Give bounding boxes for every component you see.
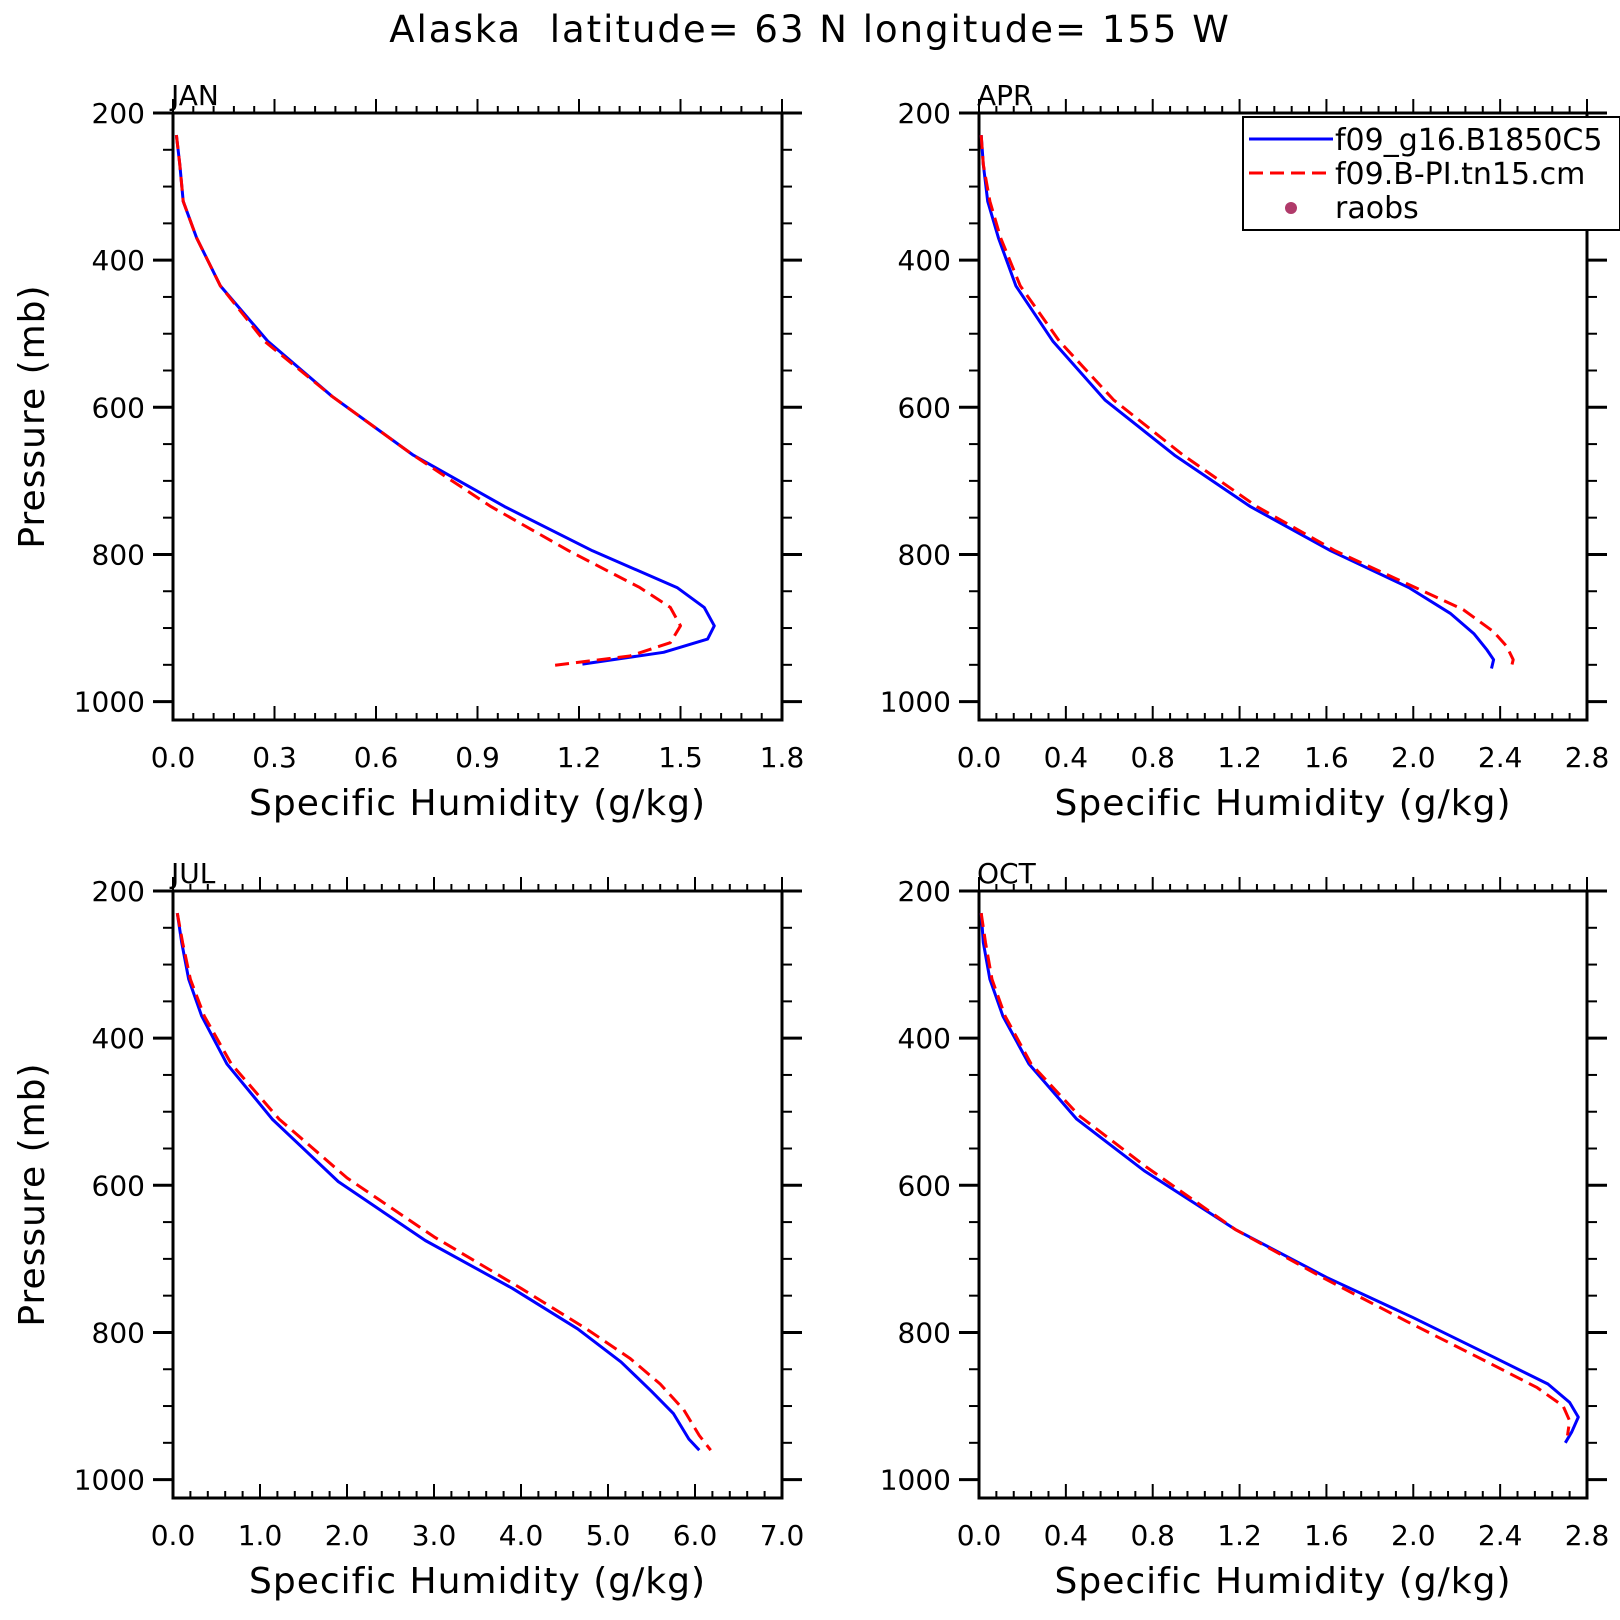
series-line-f09_g16.B1850C5: [979, 912, 1580, 1444]
legend-marker: [1285, 202, 1297, 214]
plot-frame: [171, 889, 784, 1500]
x-tick-label: 2.8: [1565, 741, 1610, 774]
legend-label: f09.B-PI.tn15.cm: [1335, 157, 1585, 192]
y-tick-label: 800: [898, 538, 951, 571]
x-tick-label: 1.6: [1304, 1519, 1349, 1552]
x-tick-label: 0.0: [151, 741, 196, 774]
y-tick-label: 1000: [74, 1464, 145, 1497]
x-tick-label: 1.2: [557, 741, 602, 774]
x-axis-label: Specific Humidity (g/kg): [249, 1561, 706, 1602]
series-line-f09.B-PI.tn15.cm: [174, 134, 682, 668]
x-tick-label: 0.4: [1044, 1519, 1089, 1552]
x-tick-label: 0.8: [1130, 1519, 1175, 1552]
y-tick-label: 200: [898, 875, 951, 908]
x-tick-label: 0.0: [957, 1519, 1002, 1552]
panel-title: APR: [977, 79, 1033, 112]
y-tick-label: 600: [92, 391, 145, 424]
plot-frame: [977, 111, 1589, 722]
x-tick-label: 1.0: [238, 1519, 283, 1552]
y-tick-label: 400: [92, 1022, 145, 1055]
panel-title: OCT: [977, 857, 1037, 890]
x-tick-label: 2.4: [1478, 741, 1523, 774]
y-tick-label: 800: [92, 1316, 145, 1349]
y-tick-label: 800: [92, 538, 145, 571]
x-tick-label: 5.0: [586, 1519, 631, 1552]
x-axis-label: Specific Humidity (g/kg): [1054, 1561, 1511, 1602]
x-tick-label: 1.6: [1304, 741, 1349, 774]
y-tick-label: 200: [92, 875, 145, 908]
plot-frame: [977, 889, 1589, 1500]
legend-label: f09_g16.B1850C5: [1335, 123, 1602, 158]
x-tick-label: 1.2: [1217, 1519, 1262, 1552]
y-tick-label: 1000: [74, 686, 145, 719]
x-tick-label: 6.0: [673, 1519, 718, 1552]
panel-oct: OCT 0.0 0.4 0.8 1.2 1.6 2.0 2.4 2.8 200 400 600 800 1…: [880, 857, 1610, 1602]
x-tick-label: 2.0: [1391, 1519, 1436, 1552]
y-tick-label: 1000: [880, 686, 951, 719]
x-tick-label: 1.5: [658, 741, 703, 774]
x-tick-label: 7.0: [760, 1519, 805, 1552]
y-tick-label: 400: [898, 244, 951, 277]
figure-title: Alaska latitude= 63 N longitude= 155 W: [389, 8, 1231, 51]
y-axis-label: Pressure (mb): [12, 1062, 53, 1326]
x-tick-label: 2.4: [1478, 1519, 1523, 1552]
x-tick-label: 0.8: [1130, 741, 1175, 774]
x-tick-label: 0.3: [252, 741, 297, 774]
x-tick-label: 0.9: [455, 741, 500, 774]
y-tick-label: 200: [92, 97, 145, 130]
y-axis-label: Pressure (mb): [12, 284, 53, 548]
y-tick-label: 600: [898, 391, 951, 424]
series-line-f09_g16.B1850C5: [979, 134, 1496, 669]
x-axis-label: Specific Humidity (g/kg): [249, 783, 706, 824]
series-line-f09_g16.B1850C5: [175, 912, 701, 1452]
x-tick-label: 0.0: [151, 1519, 196, 1552]
series-line-f09.B-PI.tn15.cm: [175, 912, 712, 1452]
x-tick-label: 0.6: [354, 741, 399, 774]
legend-label: raobs: [1335, 191, 1419, 226]
y-tick-label: 200: [898, 97, 951, 130]
legend-box: [1242, 116, 1620, 231]
x-tick-label: 1.8: [760, 741, 805, 774]
x-tick-label: 0.4: [1044, 741, 1089, 774]
x-tick-label: 1.2: [1217, 741, 1262, 774]
plot-frame: [171, 111, 784, 722]
x-tick-label: 2.0: [325, 1519, 370, 1552]
panel-apr: APR 0.0 0.4 0.8 1.2 1.6 2.0 2.4 2.8 200 400 600 800 1…: [880, 79, 1610, 824]
y-tick-label: 600: [898, 1169, 951, 1202]
y-tick-label: 600: [92, 1169, 145, 1202]
x-tick-label: 0.0: [957, 741, 1002, 774]
series-line-f09.B-PI.tn15.cm: [979, 912, 1572, 1436]
x-tick-label: 4.0: [499, 1519, 544, 1552]
y-tick-label: 800: [898, 1316, 951, 1349]
x-tick-label: 2.0: [1391, 741, 1436, 774]
x-tick-label: 2.8: [1565, 1519, 1610, 1552]
x-axis-label: Specific Humidity (g/kg): [1054, 783, 1511, 824]
y-tick-label: 400: [92, 244, 145, 277]
y-tick-label: 400: [898, 1022, 951, 1055]
y-tick-label: 1000: [880, 1464, 951, 1497]
x-tick-label: 3.0: [412, 1519, 457, 1552]
series-line-f09.B-PI.tn15.cm: [979, 134, 1515, 669]
